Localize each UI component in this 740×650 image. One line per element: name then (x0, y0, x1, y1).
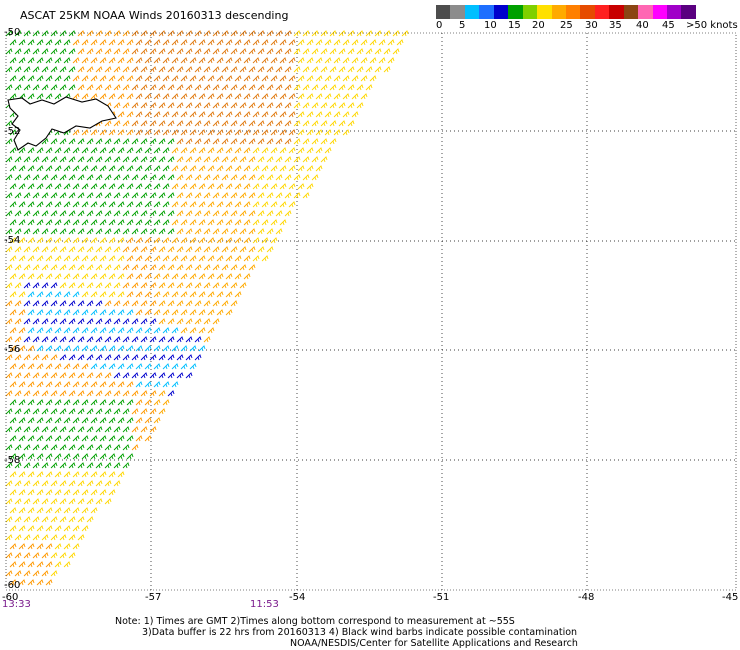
colorbar-swatch (479, 5, 494, 19)
colorbar-swatch (436, 5, 451, 19)
colorbar-labels: 0 5 10 15 20 25 30 35 40 45 >50 knots (0, 20, 740, 34)
latitude-label: -54 (4, 235, 21, 246)
latitude-label: -56 (4, 344, 21, 355)
graticule (6, 33, 736, 590)
colorbar-label: 10 (484, 20, 497, 31)
colorbar-label: 5 (459, 20, 466, 31)
latitude-label: -60 (4, 580, 21, 591)
colorbar-label: 40 (636, 20, 649, 31)
colorbar-swatch (681, 5, 696, 19)
colorbar-swatch (580, 5, 595, 19)
latitude-label: -50 (4, 27, 21, 38)
time-label-center: 11:53 (250, 599, 279, 610)
latitude-label: -58 (4, 455, 21, 466)
colorbar-swatch (464, 5, 480, 19)
colorbar-swatch (652, 5, 667, 19)
colorbar-swatch (623, 5, 639, 19)
colorbar-label: 15 (508, 20, 521, 31)
longitude-label: -54 (289, 592, 306, 603)
colorbar-swatch (537, 5, 552, 19)
colorbar-swatch (551, 5, 566, 19)
longitude-label: -57 (145, 592, 162, 603)
colorbar-label: 35 (609, 20, 622, 31)
colorbar-swatch (594, 5, 610, 19)
colorbar-swatch (638, 5, 653, 19)
colorbar-swatch (522, 5, 538, 19)
longitude-label: -60 (2, 592, 19, 603)
colorbar-swatch (493, 5, 509, 19)
colorbar-swatch (565, 5, 581, 19)
map-title: ASCAT 25KM NOAA Winds 20160313 descendin… (20, 9, 289, 22)
longitude-label: -51 (433, 592, 450, 603)
note-line-2: 3)Data buffer is 22 hrs from 20160313 4)… (142, 627, 578, 638)
colorbar-swatch (609, 5, 624, 19)
colorbar-label: >50 knots (686, 20, 738, 31)
wind-speed-colorbar (436, 5, 696, 19)
colorbar-label: 20 (532, 20, 545, 31)
colorbar-label: 45 (662, 20, 675, 31)
map-frame (5, 32, 737, 591)
note-line-3: NOAA/NESDIS/Center for Satellite Applica… (290, 638, 578, 649)
colorbar-label: 30 (585, 20, 598, 31)
wind-barbs (5, 30, 409, 586)
colorbar-swatch (450, 5, 465, 19)
colorbar-swatch (667, 5, 682, 19)
falkland-islands-coastline (7, 96, 117, 151)
latitude-label: -52 (4, 126, 21, 137)
time-label-left: 13:33 (2, 599, 31, 610)
longitude-label: -48 (578, 592, 595, 603)
colorbar-label: 25 (560, 20, 573, 31)
colorbar-swatch (508, 5, 523, 19)
note-line-1: Note: 1) Times are GMT 2)Times along bot… (115, 616, 515, 627)
longitude-label: -45 (722, 592, 739, 603)
colorbar-label: 0 (436, 20, 443, 31)
